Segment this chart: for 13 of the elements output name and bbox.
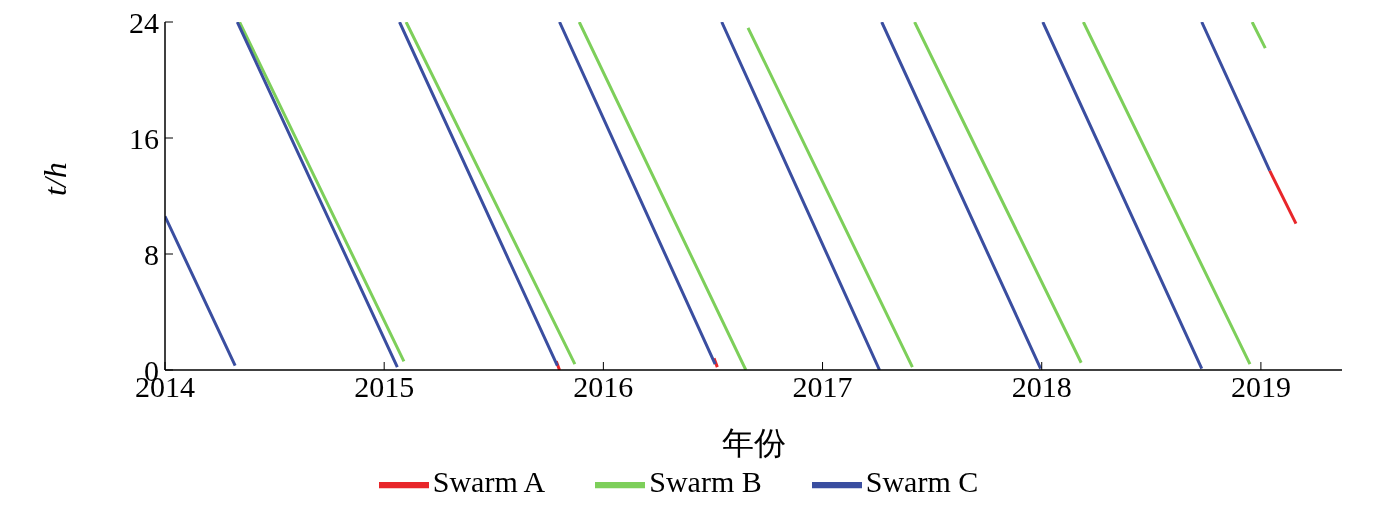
x-tick-label: 2016 — [573, 370, 634, 404]
x-tick-label: 2018 — [1011, 370, 1072, 404]
legend-label: Swarm B — [649, 464, 762, 498]
x-tick-label: 2017 — [792, 370, 853, 404]
x-tick-label: 2015 — [354, 370, 415, 404]
y-tick-label: 24 — [129, 5, 159, 39]
x-tick-label: 2019 — [1230, 370, 1291, 404]
y-tick-label: 8 — [144, 237, 159, 271]
legend-label: Swarm C — [865, 464, 979, 498]
y-axis-title: t/h — [37, 162, 74, 196]
legend-label: Swarm A — [432, 464, 546, 498]
x-axis-title: 年份 — [721, 425, 786, 461]
y-tick-label: 16 — [129, 121, 159, 155]
